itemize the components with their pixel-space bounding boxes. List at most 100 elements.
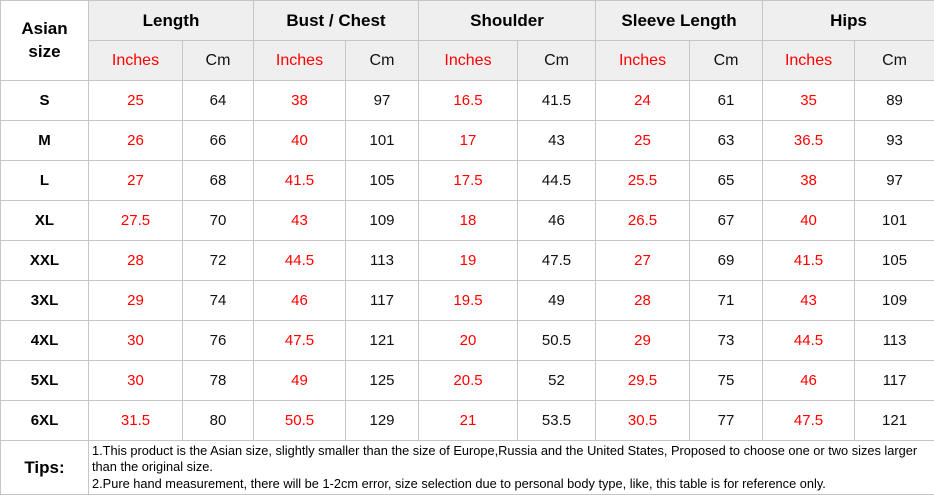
inches-value-cell: 26.5 — [596, 201, 690, 241]
cm-value-cell: 70 — [183, 201, 254, 241]
cm-value-cell: 53.5 — [518, 401, 596, 441]
inches-value-cell: 18 — [419, 201, 518, 241]
cm-value-cell: 67 — [690, 201, 763, 241]
unit-header-inches: Inches — [419, 41, 518, 81]
inches-value-cell: 38 — [763, 161, 855, 201]
cm-value-cell: 105 — [855, 241, 934, 281]
inches-value-cell: 27.5 — [89, 201, 183, 241]
cm-value-cell: 43 — [518, 121, 596, 161]
cm-value-cell: 64 — [183, 81, 254, 121]
inches-value-cell: 44.5 — [763, 321, 855, 361]
unit-header-cm: Cm — [183, 41, 254, 81]
cm-value-cell: 52 — [518, 361, 596, 401]
inches-value-cell: 17 — [419, 121, 518, 161]
inches-value-cell: 20.5 — [419, 361, 518, 401]
inches-value-cell: 19.5 — [419, 281, 518, 321]
tips-line-2: 2.Pure hand measurement, there will be 1… — [92, 476, 931, 492]
size-label: XXL — [1, 241, 89, 281]
cm-value-cell: 63 — [690, 121, 763, 161]
cm-value-cell: 97 — [855, 161, 934, 201]
group-header-sleeve-length: Sleeve Length — [596, 1, 763, 41]
cm-value-cell: 76 — [183, 321, 254, 361]
inches-value-cell: 30 — [89, 361, 183, 401]
unit-header-inches: Inches — [596, 41, 690, 81]
size-label: XL — [1, 201, 89, 241]
inches-value-cell: 20 — [419, 321, 518, 361]
group-header-length: Length — [89, 1, 254, 41]
unit-header-row: Inches Cm Inches Cm Inches Cm Inches Cm … — [1, 41, 934, 81]
inches-value-cell: 26 — [89, 121, 183, 161]
cm-value-cell: 117 — [346, 281, 419, 321]
inches-value-cell: 29 — [596, 321, 690, 361]
unit-header-inches: Inches — [89, 41, 183, 81]
inches-value-cell: 24 — [596, 81, 690, 121]
tips-line-1: 1.This product is the Asian size, slight… — [92, 443, 931, 476]
group-header-bust-chest: Bust / Chest — [254, 1, 419, 41]
cm-value-cell: 72 — [183, 241, 254, 281]
cm-value-cell: 113 — [346, 241, 419, 281]
inches-value-cell: 30 — [89, 321, 183, 361]
cm-value-cell: 68 — [183, 161, 254, 201]
inches-value-cell: 25.5 — [596, 161, 690, 201]
cm-value-cell: 61 — [690, 81, 763, 121]
group-header-row: Asian size Length Bust / Chest Shoulder … — [1, 1, 934, 41]
size-label: L — [1, 161, 89, 201]
inches-value-cell: 40 — [763, 201, 855, 241]
inches-value-cell: 17.5 — [419, 161, 518, 201]
cm-value-cell: 78 — [183, 361, 254, 401]
cm-value-cell: 113 — [855, 321, 934, 361]
inches-value-cell: 30.5 — [596, 401, 690, 441]
inches-value-cell: 41.5 — [763, 241, 855, 281]
unit-header-cm: Cm — [690, 41, 763, 81]
cm-value-cell: 93 — [855, 121, 934, 161]
cm-value-cell: 69 — [690, 241, 763, 281]
cm-value-cell: 101 — [855, 201, 934, 241]
unit-header-cm: Cm — [518, 41, 596, 81]
inches-value-cell: 41.5 — [254, 161, 346, 201]
cm-value-cell: 109 — [346, 201, 419, 241]
cm-value-cell: 73 — [690, 321, 763, 361]
inches-value-cell: 47.5 — [254, 321, 346, 361]
inches-value-cell: 21 — [419, 401, 518, 441]
inches-value-cell: 16.5 — [419, 81, 518, 121]
inches-value-cell: 25 — [596, 121, 690, 161]
cm-value-cell: 74 — [183, 281, 254, 321]
inches-value-cell: 50.5 — [254, 401, 346, 441]
inches-value-cell: 29.5 — [596, 361, 690, 401]
size-label: 5XL — [1, 361, 89, 401]
corner-header-asian-size: Asian size — [1, 1, 89, 81]
inches-value-cell: 43 — [763, 281, 855, 321]
cm-value-cell: 44.5 — [518, 161, 596, 201]
group-header-shoulder: Shoulder — [419, 1, 596, 41]
inches-value-cell: 31.5 — [89, 401, 183, 441]
cm-value-cell: 80 — [183, 401, 254, 441]
cm-value-cell: 97 — [346, 81, 419, 121]
inches-value-cell: 49 — [254, 361, 346, 401]
inches-value-cell: 43 — [254, 201, 346, 241]
cm-value-cell: 117 — [855, 361, 934, 401]
inches-value-cell: 28 — [596, 281, 690, 321]
size-label: S — [1, 81, 89, 121]
cm-value-cell: 41.5 — [518, 81, 596, 121]
cm-value-cell: 129 — [346, 401, 419, 441]
inches-value-cell: 44.5 — [254, 241, 346, 281]
inches-value-cell: 27 — [89, 161, 183, 201]
cm-value-cell: 109 — [855, 281, 934, 321]
inches-value-cell: 40 — [254, 121, 346, 161]
inches-value-cell: 35 — [763, 81, 855, 121]
tips-text: 1.This product is the Asian size, slight… — [89, 441, 934, 495]
inches-value-cell: 46 — [763, 361, 855, 401]
size-label: 4XL — [1, 321, 89, 361]
unit-header-cm: Cm — [346, 41, 419, 81]
inches-value-cell: 28 — [89, 241, 183, 281]
inches-value-cell: 46 — [254, 281, 346, 321]
inches-value-cell: 47.5 — [763, 401, 855, 441]
cm-value-cell: 46 — [518, 201, 596, 241]
